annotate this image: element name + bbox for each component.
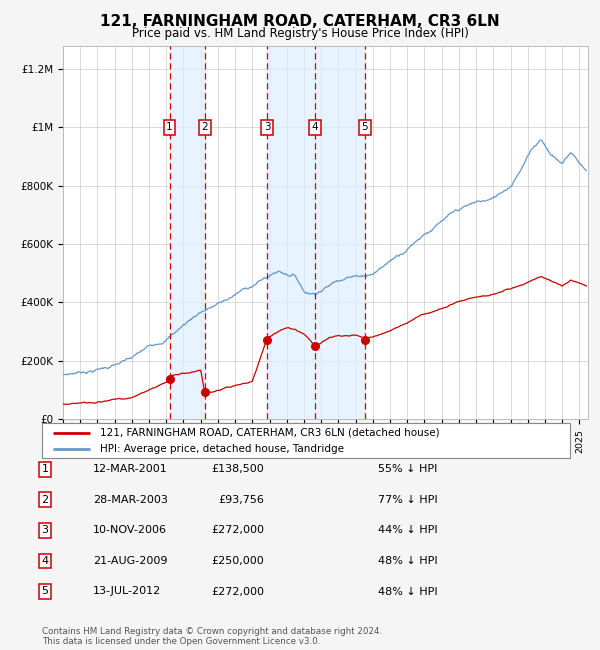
Text: 4: 4 (41, 556, 49, 566)
Text: £138,500: £138,500 (211, 464, 264, 474)
Text: 1: 1 (41, 464, 49, 474)
Text: 1: 1 (166, 122, 173, 132)
Text: £250,000: £250,000 (211, 556, 264, 566)
Bar (170, 46, 205, 419)
Text: 77% ↓ HPI: 77% ↓ HPI (378, 495, 437, 505)
Text: 12-MAR-2001: 12-MAR-2001 (93, 464, 168, 474)
Text: 3: 3 (264, 122, 271, 132)
Text: HPI: Average price, detached house, Tandridge: HPI: Average price, detached house, Tand… (100, 445, 344, 454)
Text: 55% ↓ HPI: 55% ↓ HPI (378, 464, 437, 474)
Text: 48% ↓ HPI: 48% ↓ HPI (378, 586, 437, 597)
Text: 13-JUL-2012: 13-JUL-2012 (93, 586, 161, 597)
Text: £272,000: £272,000 (211, 586, 264, 597)
Text: 3: 3 (41, 525, 49, 536)
Text: Price paid vs. HM Land Registry's House Price Index (HPI): Price paid vs. HM Land Registry's House … (131, 27, 469, 40)
Text: £272,000: £272,000 (211, 525, 264, 536)
Bar (267, 46, 365, 419)
Text: This data is licensed under the Open Government Licence v3.0.: This data is licensed under the Open Gov… (42, 637, 320, 646)
Text: 4: 4 (311, 122, 319, 132)
Text: £93,756: £93,756 (218, 495, 264, 505)
Text: 21-AUG-2009: 21-AUG-2009 (93, 556, 167, 566)
Text: 2: 2 (41, 495, 49, 505)
Text: 5: 5 (361, 122, 368, 132)
Text: 5: 5 (41, 586, 49, 597)
Text: 121, FARNINGHAM ROAD, CATERHAM, CR3 6LN (detached house): 121, FARNINGHAM ROAD, CATERHAM, CR3 6LN … (100, 428, 440, 437)
Text: 44% ↓ HPI: 44% ↓ HPI (378, 525, 437, 536)
FancyBboxPatch shape (42, 422, 570, 458)
Text: 10-NOV-2006: 10-NOV-2006 (93, 525, 167, 536)
Text: Contains HM Land Registry data © Crown copyright and database right 2024.: Contains HM Land Registry data © Crown c… (42, 627, 382, 636)
Text: 2: 2 (202, 122, 208, 132)
Text: 121, FARNINGHAM ROAD, CATERHAM, CR3 6LN: 121, FARNINGHAM ROAD, CATERHAM, CR3 6LN (100, 14, 500, 29)
Text: 48% ↓ HPI: 48% ↓ HPI (378, 556, 437, 566)
Text: 28-MAR-2003: 28-MAR-2003 (93, 495, 168, 505)
